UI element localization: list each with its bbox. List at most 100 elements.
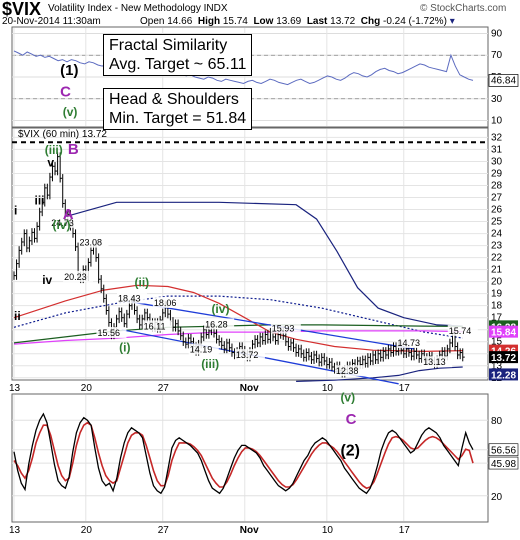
main-tick-label: 15 <box>491 337 503 348</box>
wave-label: (1) <box>60 62 78 79</box>
point-label: 14.73 <box>397 338 420 348</box>
point-label-bg <box>116 292 147 304</box>
price-tag-box <box>489 368 518 381</box>
point-label-bg <box>78 236 109 248</box>
top-tick-label: 30 <box>491 94 503 105</box>
wave-label: (iii) <box>45 143 63 157</box>
price-tag-label: 12.28 <box>491 370 516 381</box>
point-label: 16.11 <box>144 321 166 331</box>
top-indicator-line <box>13 50 474 86</box>
bottom-value-tag: 45.98 <box>491 459 516 470</box>
main-x-label: 27 <box>158 383 170 394</box>
main-tick-label: 17 <box>491 313 503 324</box>
point-label-bg <box>396 336 427 348</box>
point-label-bg <box>422 356 453 368</box>
main-tick-label: 32 <box>491 132 503 143</box>
bottom-x-label: 17 <box>399 525 411 536</box>
bottom-x-label: Nov <box>240 525 259 536</box>
top-tick-label: 70 <box>491 50 503 61</box>
wave-label: (v) <box>63 105 78 119</box>
top-last-tag: 46.84 <box>491 75 516 86</box>
point-label: 24.73 <box>51 218 74 228</box>
price-tag-label: 13.72 <box>491 353 516 364</box>
point-label: 18.43 <box>118 294 141 304</box>
index-name: Volatility Index - New Methodology INDX <box>48 3 228 14</box>
main-tick-label: 24 <box>491 229 503 240</box>
point-label-bg <box>204 318 235 330</box>
wave-label: C <box>60 84 71 101</box>
wave-label: (iv) <box>52 218 70 232</box>
main-x-label: Nov <box>240 383 259 394</box>
main-tick-label: 31 <box>491 144 503 155</box>
point-label-bg <box>63 270 94 282</box>
hs-title: Head & Shoulders <box>109 91 239 108</box>
main-x-label: 10 <box>322 383 334 394</box>
point-label: 20.23 <box>64 272 87 282</box>
open-value: 14.66 <box>167 16 193 27</box>
wave-label: (iv) <box>211 302 229 316</box>
low-label: Low <box>253 16 274 27</box>
last-label: Last <box>306 16 328 27</box>
point-label-bg <box>50 216 81 228</box>
point-label-bg <box>188 343 219 355</box>
red-average <box>13 284 463 353</box>
point-label-bg <box>142 320 173 332</box>
bottom-x-label: 10 <box>322 525 334 536</box>
bottom-wave-label: (2) <box>340 442 360 459</box>
chg-label: Chg <box>360 16 381 27</box>
bottom-x-label: 20 <box>81 525 93 536</box>
magenta-average <box>13 330 463 345</box>
top-tick-label: 10 <box>491 116 503 127</box>
main-tick-label: 13 <box>491 361 503 372</box>
point-label-bg <box>270 322 301 334</box>
price-tag-box <box>489 325 518 338</box>
bottom-value-tag-box <box>488 443 519 457</box>
bottom-wave-label: (v) <box>340 390 355 404</box>
point-label-bg <box>334 365 365 377</box>
main-tick-label: 26 <box>491 205 503 216</box>
main-tick-label: 29 <box>491 168 503 179</box>
main-tick-label: 22 <box>491 253 503 264</box>
high-value: 15.74 <box>222 16 248 27</box>
wave-label: A <box>63 206 74 223</box>
dropdown-arrow-icon[interactable]: ▾ <box>449 16 455 27</box>
open-label: Open <box>140 16 165 27</box>
main-tick-label: 27 <box>491 193 503 204</box>
fractal-target: Avg. Target ~ 65.11 <box>109 56 247 73</box>
main-tick-label: 30 <box>491 156 503 167</box>
wave-label: iii <box>35 194 45 208</box>
wave-label: iv <box>42 273 52 287</box>
point-label: 15.56 <box>97 328 120 338</box>
top-tick-label: 90 <box>491 28 503 39</box>
chg-value: -0.24 (-1.72%) <box>382 16 447 27</box>
wave-label: ii <box>14 309 21 323</box>
point-label: 14.19 <box>190 344 213 354</box>
point-label-bg <box>234 349 265 361</box>
bottom-value-tag-box <box>488 456 519 470</box>
high-label: High <box>197 16 221 27</box>
point-label: 16.28 <box>205 319 228 329</box>
main-tick-label: 18 <box>491 301 503 312</box>
low-value: 13.69 <box>276 16 302 27</box>
bottom-x-label: 27 <box>158 525 170 536</box>
fractal-similarity-box: Fractal Similarity Avg. Target ~ 65.11 <box>103 34 253 76</box>
point-label: 12.38 <box>336 366 359 376</box>
wave-label: i <box>14 203 17 217</box>
stockcharts-brand: © StockCharts.com <box>420 3 507 14</box>
head-shoulders-box: Head & Shoulders Min. Target = 51.84 <box>103 88 253 130</box>
top-last-tag-box <box>488 74 519 87</box>
price-tag-label: 15.84 <box>491 328 516 339</box>
main-tick-label: 20 <box>491 277 503 288</box>
last-value: 13.72 <box>330 16 356 27</box>
point-label: 13.13 <box>423 357 446 367</box>
main-series-label: $VIX (60 min) 13.72 <box>18 129 107 140</box>
bollinger-lower <box>296 366 463 382</box>
main-x-label: 13 <box>9 383 21 394</box>
wave-label: B <box>68 141 79 158</box>
timestamp: 20-Nov-2014 11:30am <box>2 16 101 27</box>
point-label-bg <box>152 296 183 308</box>
main-tick-label: 28 <box>491 180 503 191</box>
ohlc-readout: Open 14.66 High 15.74 Low 13.69 Last 13.… <box>140 16 455 27</box>
main-tick-label: 23 <box>491 241 503 252</box>
